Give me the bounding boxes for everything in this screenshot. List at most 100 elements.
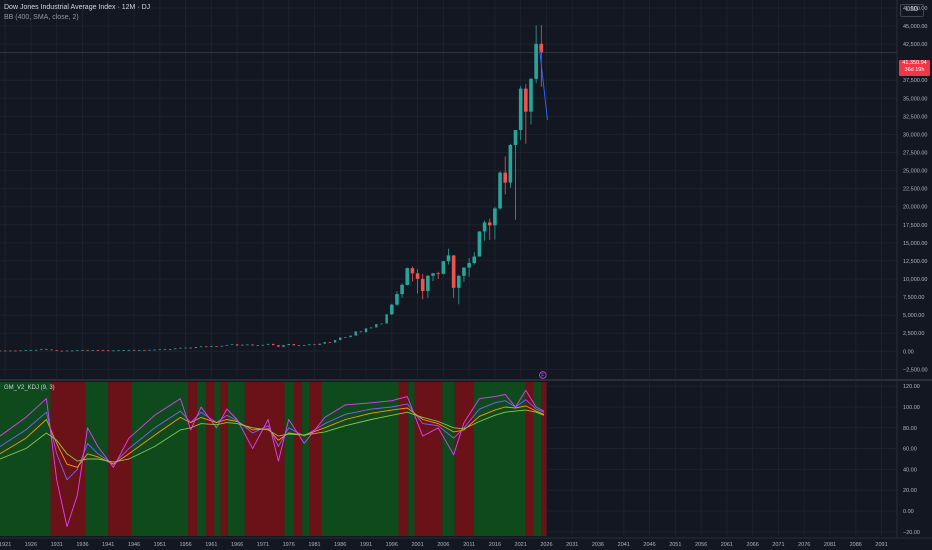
candle (19, 350, 22, 352)
candle (498, 172, 502, 209)
candle (220, 345, 223, 347)
candle (163, 349, 167, 350)
candle (297, 345, 301, 347)
kdj-axis-label: 20.00 (903, 488, 917, 494)
candle (266, 343, 270, 345)
candle (272, 343, 275, 346)
candle (261, 344, 265, 346)
kdj-zone (206, 382, 215, 536)
kdj-zone (533, 382, 542, 536)
time-axis-label: 2076 (798, 542, 810, 548)
price-axis-label: 47,500.00 (903, 6, 927, 12)
candle (457, 275, 461, 288)
kdj-zone (454, 382, 474, 536)
price-axis-label: 5,000.00 (903, 313, 924, 319)
candle (364, 328, 368, 333)
kdj-zone (293, 382, 303, 536)
kdj-zone (398, 382, 409, 536)
kdj-axis-label: 0.00 (903, 509, 914, 515)
kdj-zone (414, 382, 443, 536)
candle (112, 350, 115, 352)
candle (518, 88, 523, 131)
kdj-zone (0, 382, 51, 536)
candle (513, 130, 518, 145)
candle (86, 349, 89, 351)
candle (168, 349, 172, 350)
candle (420, 278, 425, 291)
candle (446, 255, 451, 262)
price-axis-label: 32,500.00 (903, 114, 927, 120)
price-axis-label: 45,000.00 (903, 24, 927, 30)
candle (380, 323, 383, 325)
candle (137, 349, 141, 351)
candle (76, 350, 79, 352)
candle (529, 78, 533, 112)
candle (410, 268, 415, 274)
kdj-indicator-legend[interactable]: GM_V2_KDJ (9, 3) (4, 385, 55, 391)
candle (60, 350, 64, 352)
kdj-zone (284, 382, 294, 536)
price-axis-label: 12,500.00 (903, 259, 927, 265)
candle (277, 345, 280, 347)
price-axis-label: 30,000.00 (903, 132, 927, 138)
candle (199, 346, 203, 348)
last-price: 41,350.94 (902, 60, 927, 66)
candle (282, 345, 285, 347)
candle (256, 345, 259, 346)
bb-indicator-legend[interactable]: BB (400, SMA, close, 2) (4, 14, 79, 21)
candle (24, 350, 27, 351)
candle (194, 347, 198, 349)
candle (55, 350, 58, 351)
candle (503, 172, 508, 183)
time-axis-label: 2081 (824, 542, 836, 548)
candle (174, 348, 177, 350)
time-axis-label: 1931 (51, 542, 63, 548)
candle (251, 344, 254, 346)
candle (308, 344, 311, 346)
candle (3, 350, 7, 352)
bar-countdown: 36d 19h (904, 67, 925, 73)
candle (127, 349, 131, 351)
price-axis-label: 25,000.00 (903, 169, 927, 175)
candle (246, 344, 249, 346)
candle (0, 350, 2, 352)
candle (451, 255, 456, 288)
candle (389, 304, 394, 315)
candle (158, 349, 162, 351)
time-axis-label: 2051 (669, 542, 681, 548)
candle (462, 267, 466, 276)
candle (34, 349, 38, 351)
time-axis-label: 1946 (128, 542, 140, 548)
kdj-axis-label: −20.00 (903, 530, 920, 536)
price-axis-label: 15,000.00 (903, 241, 927, 247)
time-axis-label: 2056 (695, 542, 707, 548)
candle (328, 342, 332, 343)
candle (50, 349, 53, 351)
time-axis-label: 2021 (515, 542, 527, 548)
time-axis-label: 1961 (205, 542, 217, 548)
time-axis-label: 2016 (489, 542, 501, 548)
candle (400, 284, 404, 295)
kdj-zone (220, 382, 228, 536)
candle (153, 349, 156, 351)
candle (493, 208, 497, 226)
currency-button[interactable]: USD (900, 4, 924, 17)
candle (117, 350, 120, 352)
kdj-zone (541, 382, 547, 536)
candle (359, 331, 363, 333)
time-axis-label: 1936 (76, 542, 88, 548)
kdj-axis-label: 60.00 (903, 447, 917, 453)
candle (210, 345, 213, 347)
candle (323, 342, 326, 344)
kdj-axis-label: 40.00 (903, 467, 917, 473)
time-axis-label: 1941 (102, 542, 114, 548)
candle (524, 88, 528, 112)
kdj-zone (309, 382, 322, 536)
candle (225, 344, 229, 346)
candle (375, 324, 378, 328)
price-axis-label: 27,500.00 (903, 151, 927, 157)
event-marker[interactable]: F (539, 371, 547, 379)
event-marker-circle (539, 371, 547, 379)
time-axis-label: 2011 (463, 542, 475, 548)
